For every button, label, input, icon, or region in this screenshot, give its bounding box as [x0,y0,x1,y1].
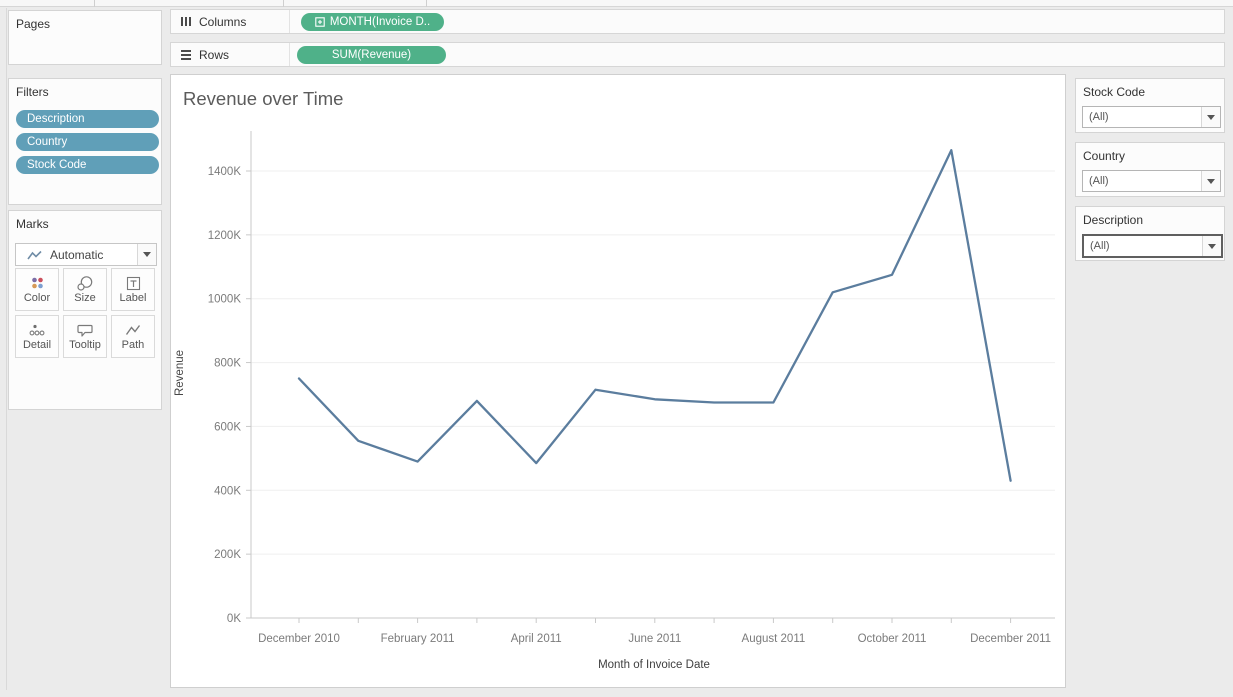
country-filter-dropdown[interactable]: (All) [1082,170,1221,192]
svg-text:1000K: 1000K [208,294,242,306]
stock-code-filter-dropdown[interactable]: (All) [1082,106,1221,128]
chevron-down-icon [1207,114,1215,120]
description-filter-dropdown[interactable]: (All) [1082,234,1223,258]
stock-code-dropdown-button[interactable] [1201,107,1220,127]
svg-text:October 2011: October 2011 [858,633,927,645]
filter-card-title: Stock Code [1083,85,1146,99]
color-button-label: Color [23,291,51,304]
svg-text:April 2011: April 2011 [511,633,562,645]
path-icon [125,325,141,335]
mark-type-value: Automatic [50,247,104,262]
path-button-label: Path [121,339,145,351]
pages-shelf[interactable]: Pages [8,10,162,65]
filter-card-country: Country (All) [1075,142,1225,197]
svg-text:1400K: 1400K [208,166,242,178]
rows-shelf[interactable]: Rows SUM(Revenue) [170,42,1225,67]
svg-text:800K: 800K [214,358,241,370]
pages-title: Pages [16,17,51,31]
size-icon [77,276,93,291]
size-button[interactable]: Size [63,268,107,311]
tooltip-icon [77,324,93,337]
filter-card-stock-code: Stock Code (All) [1075,78,1225,133]
left-panel-edge [6,8,7,690]
line-chart-icon [26,248,43,262]
tooltip-button-label: Tooltip [69,339,101,351]
chart-title: Revenue over Time [183,88,344,109]
rows-pill-sum-revenue[interactable]: SUM(Revenue) [297,46,446,64]
svg-text:June 2011: June 2011 [628,633,681,645]
mark-type-dropdown-button[interactable] [137,244,156,265]
revenue-line-chart[interactable]: 0K 200K 400K 600K 800K 1000K 1200K 1400K Decembe… [171,75,1065,687]
marks-card: Marks Automatic Color Size [8,210,162,410]
shelf-divider [289,10,290,33]
filter-pill-stock-code[interactable]: Stock Code [16,156,159,174]
toolbar-strip [0,0,1233,7]
path-button[interactable]: Path [111,315,155,358]
svg-text:1200K: 1200K [208,230,242,242]
filter-pill-country[interactable]: Country [16,133,159,151]
filters-shelf[interactable]: Filters Description Country Stock Code [8,78,162,205]
filter-card-title: Description [1083,213,1144,227]
rows-shelf-label: Rows [199,47,230,62]
label-button-label: Label [119,291,147,304]
svg-text:February 2011: February 2011 [381,633,455,645]
country-filter-value: (All) [1089,175,1109,187]
size-button-label: Size [74,292,96,304]
filter-pill-description[interactable]: Description [16,110,159,128]
detail-button-label: Detail [22,339,52,351]
columns-shelf[interactable]: Columns MONTH(Invoice D.. [170,9,1225,34]
svg-text:December 2011: December 2011 [970,633,1051,645]
columns-pill-month-invoice-date[interactable]: MONTH(Invoice D.. [301,13,444,31]
x-axis-title: Month of Invoice Date [598,659,710,671]
svg-text:600K: 600K [214,421,241,433]
description-filter-value: (All) [1090,240,1110,252]
columns-pill-label: MONTH(Invoice D.. [329,16,431,28]
chevron-down-icon [143,252,151,257]
marks-title: Marks [16,217,49,231]
worksheet-view: Revenue over Time Revenue Month of Invoi… [170,74,1066,688]
filter-card-title: Country [1083,149,1126,163]
label-button[interactable]: Label [111,268,155,311]
detail-icon [29,324,45,336]
shelf-divider [289,43,290,66]
chevron-down-icon [1208,243,1216,249]
svg-text:400K: 400K [214,485,241,497]
chevron-down-icon [1207,178,1215,184]
svg-text:200K: 200K [214,549,241,561]
svg-text:December 2010: December 2010 [258,633,340,645]
revenue-line[interactable] [297,149,1012,482]
rows-icon [181,49,191,60]
label-icon [126,276,140,290]
color-button[interactable]: Color [15,268,59,311]
marks-buttons: Color Size Label Detail [15,268,157,358]
svg-text:August 2011: August 2011 [742,633,806,645]
columns-shelf-label: Columns [199,14,247,29]
country-dropdown-button[interactable] [1201,171,1220,191]
tooltip-button[interactable]: Tooltip [63,315,107,358]
stock-code-filter-value: (All) [1089,111,1109,123]
mark-type-dropdown[interactable]: Automatic [15,243,157,266]
plus-box-icon [315,17,325,27]
rows-pill-label: SUM(Revenue) [331,49,412,61]
filter-card-description: Description (All) [1075,206,1225,261]
color-icon [31,277,43,288]
filters-title: Filters [16,85,49,99]
svg-text:0K: 0K [227,613,241,625]
description-dropdown-button[interactable] [1202,236,1221,256]
detail-button[interactable]: Detail [15,315,59,358]
columns-icon [181,17,191,26]
